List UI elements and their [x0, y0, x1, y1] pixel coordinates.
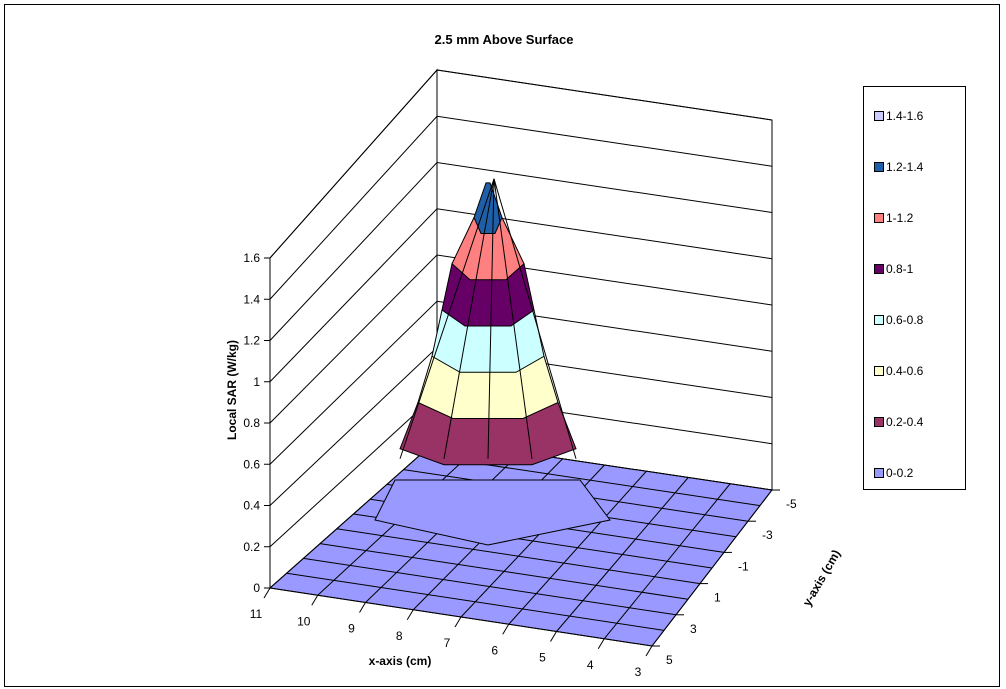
z-tick-label: 0 — [253, 581, 260, 595]
y-axis-ticks: -5 -3 -1 1 3 5 — [652, 489, 797, 667]
mesh-line — [320, 543, 689, 600]
z-tick-label: 1.2 — [243, 334, 260, 348]
legend-item: 1.2-1.4 — [874, 160, 923, 174]
gridline — [269, 69, 773, 259]
z-tick-label: 0.4 — [243, 499, 260, 513]
legend-item: 0.2-0.4 — [874, 415, 923, 429]
legend-swatch — [874, 162, 884, 172]
x-tick-mark — [645, 645, 653, 657]
x-axis-ticks: 11 10 9 8 7 6 5 4 3 — [250, 587, 653, 679]
legend-swatch — [874, 111, 884, 121]
gridline — [269, 254, 773, 424]
legend: 1.4-1.6 1.2-1.4 1-1.2 0.8-1 0.6-0.8 0.4-0.6 0.… — [863, 86, 966, 490]
z-tick-label: 1 — [253, 375, 260, 389]
peak-ridge — [443, 178, 495, 459]
legend-swatch — [874, 417, 884, 427]
x-tick-mark — [502, 623, 510, 635]
gridline — [269, 300, 773, 465]
y-tick-label: -5 — [786, 497, 797, 511]
x-tick-label: 9 — [348, 622, 355, 636]
z-axis-ticks: 0 0.2 0.4 0.6 0.8 1 1.2 1.4 1.6 — [243, 251, 270, 595]
z-tick-label: 0.8 — [243, 416, 260, 430]
z-tick-label: 0.6 — [243, 457, 260, 471]
legend-swatch — [874, 315, 884, 325]
peak-skirt — [374, 479, 611, 546]
peak-ridge — [487, 178, 495, 459]
x-tick-label: 5 — [539, 651, 546, 665]
legend-item: 0.4-0.6 — [874, 364, 923, 378]
legend-label: 0-0.2 — [886, 466, 914, 480]
x-tick-label: 11 — [250, 607, 263, 621]
x-tick-label: 8 — [396, 629, 403, 643]
legend-label: 0.6-0.8 — [886, 313, 924, 327]
x-tick-mark — [263, 587, 271, 599]
legend-label: 0.2-0.4 — [886, 415, 924, 429]
z-tick-label: 1.6 — [243, 251, 260, 265]
legend-item: 1.4-1.6 — [874, 109, 923, 123]
legend-swatch — [874, 468, 884, 478]
x-tick-mark — [454, 616, 462, 628]
legend-label: 0.8-1 — [886, 262, 914, 276]
peak-ridge — [493, 178, 577, 459]
y-tick-label: 1 — [714, 591, 721, 605]
y-axis-label: y-axis (cm) — [800, 547, 843, 608]
legend-label: 1.4-1.6 — [886, 109, 924, 123]
x-tick-label: 7 — [444, 636, 451, 650]
legend-item: 1-1.2 — [874, 211, 913, 225]
z-tick-label: 1.4 — [243, 292, 260, 306]
z-tick-label: 0.2 — [243, 540, 260, 554]
legend-label: 0.4-0.6 — [886, 364, 924, 378]
x-tick-mark — [311, 594, 319, 606]
gridline — [269, 208, 773, 383]
peak-ridge — [399, 178, 495, 459]
legend-item: 0.8-1 — [874, 262, 913, 276]
mesh-line — [303, 557, 677, 616]
peak-ridge — [493, 178, 533, 459]
gridline — [269, 161, 773, 341]
legend-label: 1.2-1.4 — [886, 160, 924, 174]
legend-swatch — [874, 264, 884, 274]
x-tick-label: 4 — [587, 658, 594, 672]
y-tick-label: 5 — [666, 653, 673, 667]
sar-peak — [374, 178, 611, 546]
legend-label: 1-1.2 — [886, 211, 914, 225]
y-tick-label: 3 — [690, 622, 697, 636]
chart-frame — [4, 4, 1000, 687]
x-tick-mark — [406, 609, 414, 621]
y-tick-label: -3 — [762, 528, 773, 542]
legend-item: 0.6-0.8 — [874, 313, 923, 327]
legend-item: 0-0.2 — [874, 466, 913, 480]
peak-band — [473, 182, 503, 234]
x-tick-label: 6 — [491, 643, 498, 657]
mesh-line — [336, 528, 701, 585]
legend-swatch — [874, 366, 884, 376]
x-tick-mark — [359, 602, 366, 613]
x-tick-label: 3 — [635, 665, 642, 679]
gridline — [269, 115, 773, 300]
x-tick-mark — [597, 638, 605, 650]
x-axis-label: x-axis (cm) — [369, 654, 432, 668]
legend-swatch — [874, 213, 884, 223]
y-tick-label: -1 — [738, 559, 749, 573]
x-tick-label: 10 — [297, 614, 311, 628]
z-axis-label: Local SAR (W/kg) — [225, 340, 239, 440]
x-tick-mark — [550, 631, 557, 642]
mesh-line — [286, 572, 665, 631]
chart-title: 2.5 mm Above Surface — [435, 32, 574, 47]
